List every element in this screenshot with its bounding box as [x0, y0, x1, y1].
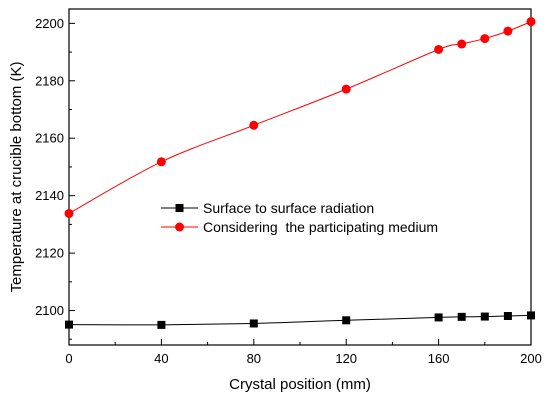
data-point	[480, 312, 489, 321]
x-tick-label: 0	[65, 351, 72, 366]
y-tick-label: 2100	[35, 303, 64, 318]
legend: Surface to surface radiation Considering …	[161, 200, 438, 235]
y-tick-label: 2160	[35, 131, 64, 146]
data-point	[65, 320, 73, 329]
data-point	[457, 312, 466, 321]
x-axis-title: Crystal position (mm)	[229, 376, 371, 393]
series-2	[64, 17, 536, 218]
legend-marker	[175, 222, 184, 232]
data-point	[249, 319, 258, 328]
data-point	[457, 39, 467, 49]
data-point	[480, 34, 490, 44]
data-point	[156, 157, 166, 167]
x-tick-label: 200	[520, 351, 542, 366]
series-line	[68, 314, 532, 326]
plot-area	[68, 8, 532, 346]
data-point	[434, 44, 444, 54]
x-tick-label: 160	[428, 351, 450, 366]
x-axis: 0 40 80 120 160 200	[65, 339, 542, 366]
legend-label: Surface to surface radiation	[203, 200, 374, 216]
data-point	[526, 17, 536, 27]
legend-marker	[175, 204, 184, 212]
legend-label: Considering the participating medium	[203, 219, 438, 235]
series-1	[65, 311, 535, 329]
data-point	[341, 84, 351, 94]
data-point	[249, 120, 259, 130]
data-point	[527, 311, 535, 320]
x-tick-label: 120	[335, 351, 357, 366]
data-point	[503, 26, 513, 36]
data-point	[157, 320, 166, 329]
data-point	[503, 311, 512, 320]
y-tick-label: 2180	[35, 73, 64, 88]
series-line	[68, 21, 532, 214]
y-tick-label: 2120	[35, 246, 64, 261]
data-point	[64, 208, 74, 218]
y-axis-title: Temperature at crucible bottom (K)	[8, 62, 25, 293]
data-point	[342, 316, 351, 325]
y-tick-label: 2140	[35, 188, 64, 203]
series-layer	[64, 17, 536, 329]
data-point	[434, 313, 443, 322]
x-tick-label: 40	[154, 351, 168, 366]
y-axis: 2100 2120 2140 2160 2180 2200	[35, 16, 75, 340]
x-tick-label: 80	[247, 351, 261, 366]
plot-frame	[68, 8, 532, 346]
y-tick-label: 2200	[35, 16, 64, 31]
